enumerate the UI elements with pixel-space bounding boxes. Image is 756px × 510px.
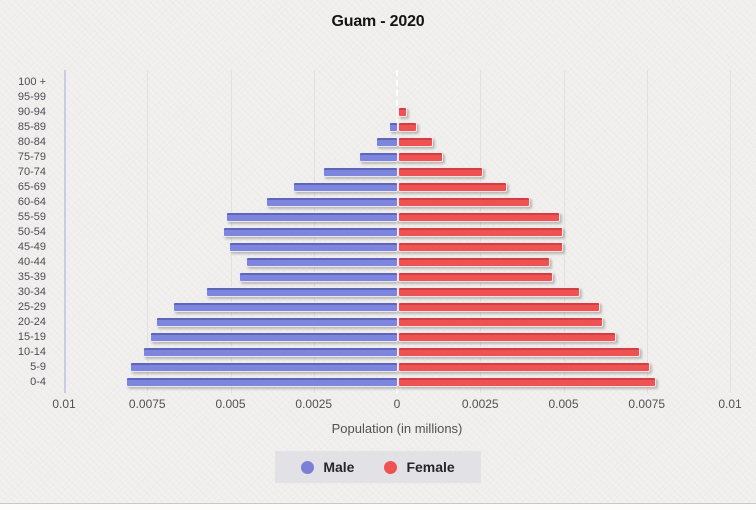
legend-item-male[interactable]: Male <box>301 459 354 475</box>
female-bar-50-54[interactable] <box>398 227 563 237</box>
female-bar-85-89[interactable] <box>398 122 417 132</box>
male-bar-65-69[interactable] <box>293 182 398 192</box>
age-label-95-99: 95-99 <box>17 91 46 103</box>
female-bar-40-44[interactable] <box>398 257 550 267</box>
x-tick-label: 0.01 <box>52 397 76 411</box>
x-tick-label: 0 <box>393 397 401 411</box>
age-label-85-89: 85-89 <box>17 121 46 133</box>
page-bottom-rule <box>0 503 756 510</box>
x-tick-label: 0.0025 <box>461 397 499 411</box>
male-bar-50-54[interactable] <box>223 227 398 237</box>
x-tick-label: 0.0075 <box>628 397 666 411</box>
y-axis-line <box>64 70 66 393</box>
age-label-75-79: 75-79 <box>17 151 46 163</box>
female-bar-55-59[interactable] <box>398 212 560 222</box>
age-label-30-34: 30-34 <box>17 286 46 298</box>
female-bar-10-14[interactable] <box>398 347 640 357</box>
age-label-65-69: 65-69 <box>17 181 46 193</box>
age-label-90-94: 90-94 <box>17 106 46 118</box>
female-bar-45-49[interactable] <box>398 242 563 252</box>
female-legend-label: Female <box>406 459 455 475</box>
female-bar-25-29[interactable] <box>398 302 600 312</box>
male-bar-45-49[interactable] <box>229 242 398 252</box>
legend: Male Female <box>0 451 756 483</box>
male-bar-85-89[interactable] <box>389 122 398 132</box>
age-label-100: 100 + <box>18 76 46 88</box>
age-label-50-54: 50-54 <box>17 226 46 238</box>
age-label-60-64: 60-64 <box>17 196 46 208</box>
x-axis-title: Population (in millions) <box>331 421 463 436</box>
age-label-25-29: 25-29 <box>17 301 46 313</box>
age-label-55-59: 55-59 <box>17 211 46 223</box>
male-bar-60-64[interactable] <box>266 197 398 207</box>
male-bar-5-9[interactable] <box>130 362 398 372</box>
chart-title: Guam - 2020 <box>331 13 425 30</box>
male-bar-20-24[interactable] <box>156 317 398 327</box>
female-bar-30-34[interactable] <box>398 287 580 297</box>
age-label-10-14: 10-14 <box>17 346 46 358</box>
female-bar-20-24[interactable] <box>398 317 603 327</box>
gridline <box>730 70 731 393</box>
x-tick-label: 0.01 <box>718 397 742 411</box>
age-label-80-84: 80-84 <box>17 136 46 148</box>
x-tick-label: 0.0075 <box>128 397 166 411</box>
female-bar-70-74[interactable] <box>398 167 483 177</box>
gridline <box>147 70 149 393</box>
male-bar-80-84[interactable] <box>376 137 398 147</box>
age-label-0-4: 0-4 <box>30 376 46 388</box>
legend-box: Male Female <box>275 451 481 483</box>
male-bar-70-74[interactable] <box>323 167 398 177</box>
female-bar-75-79[interactable] <box>398 152 443 162</box>
female-bar-35-39[interactable] <box>398 272 553 282</box>
age-label-5-9: 5-9 <box>30 361 46 373</box>
x-tick-label: 0.005 <box>548 397 579 411</box>
male-bar-0-4[interactable] <box>126 377 398 387</box>
female-bar-15-19[interactable] <box>398 332 616 342</box>
gridline <box>563 70 565 393</box>
male-bar-30-34[interactable] <box>206 287 398 297</box>
female-bar-0-4[interactable] <box>398 377 656 387</box>
female-bar-5-9[interactable] <box>398 362 650 372</box>
female-bar-90-94[interactable] <box>398 107 407 117</box>
male-bar-35-39[interactable] <box>239 272 398 282</box>
male-bar-55-59[interactable] <box>226 212 398 222</box>
x-tick-label: 0.0025 <box>295 397 333 411</box>
gridline <box>646 70 648 393</box>
male-bar-25-29[interactable] <box>173 302 398 312</box>
age-label-45-49: 45-49 <box>17 241 46 253</box>
age-label-70-74: 70-74 <box>17 166 46 178</box>
age-label-20-24: 20-24 <box>17 316 46 328</box>
male-legend-label: Male <box>323 459 355 475</box>
age-label-40-44: 40-44 <box>17 256 46 268</box>
male-bar-15-19[interactable] <box>150 332 398 342</box>
female-legend-marker-icon <box>384 460 398 474</box>
male-legend-marker-icon <box>301 460 315 474</box>
male-bar-40-44[interactable] <box>246 257 398 267</box>
female-bar-65-69[interactable] <box>398 182 507 192</box>
x-tick-label: 0.005 <box>215 397 246 411</box>
male-bar-10-14[interactable] <box>143 347 398 357</box>
male-bar-75-79[interactable] <box>359 152 398 162</box>
age-label-35-39: 35-39 <box>17 271 46 283</box>
female-bar-80-84[interactable] <box>398 137 433 147</box>
legend-item-female[interactable]: Female <box>384 459 455 475</box>
female-bar-60-64[interactable] <box>398 197 530 207</box>
age-label-15-19: 15-19 <box>17 331 46 343</box>
